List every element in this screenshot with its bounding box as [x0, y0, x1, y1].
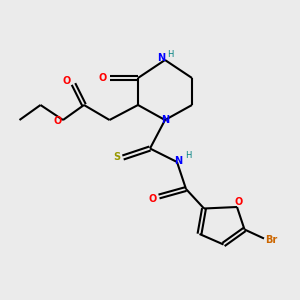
Text: O: O — [63, 76, 71, 86]
Text: H: H — [185, 152, 192, 160]
Text: N: N — [161, 115, 169, 125]
Text: O: O — [148, 194, 157, 205]
Text: N: N — [174, 155, 183, 166]
Text: H: H — [167, 50, 174, 59]
Text: N: N — [157, 53, 166, 64]
Text: Br: Br — [266, 235, 278, 245]
Text: S: S — [113, 152, 120, 163]
Text: O: O — [53, 116, 62, 127]
Text: O: O — [99, 73, 107, 83]
Text: O: O — [234, 196, 243, 207]
